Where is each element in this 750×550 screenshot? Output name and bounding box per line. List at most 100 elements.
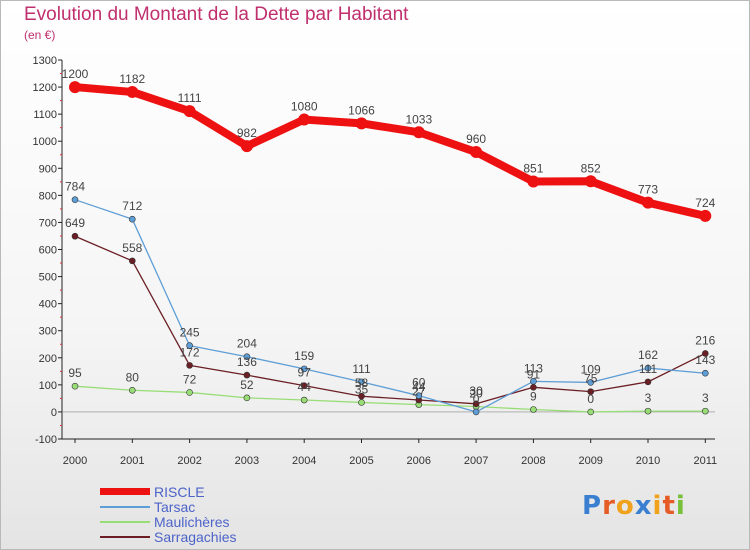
data-point: [699, 209, 712, 222]
data-label: 95: [68, 366, 82, 380]
data-label: 60: [412, 376, 426, 390]
y-tick-label: 300: [39, 326, 57, 338]
y-tick-label: 500: [39, 272, 57, 284]
data-point: [530, 378, 537, 385]
legend-item-tarsac: Tarsac: [100, 499, 237, 515]
data-point: [243, 394, 251, 402]
proxiti-logo: Proxiti: [582, 491, 686, 521]
data-point: [71, 196, 79, 203]
data-point: [186, 389, 193, 396]
data-label: 204: [237, 337, 257, 351]
legend-swatch: [100, 520, 150, 523]
data-label: 773: [638, 183, 658, 197]
logo-letter: x: [634, 491, 653, 521]
data-point: [644, 378, 652, 386]
data-label: 35: [355, 382, 369, 396]
data-label: 20: [469, 387, 483, 401]
data-point: [186, 362, 193, 369]
x-tick-label: 2004: [292, 455, 316, 467]
data-label: 0: [473, 392, 480, 406]
data-label: 1080: [291, 100, 318, 114]
data-point: [701, 350, 709, 357]
y-tick-label: 400: [39, 299, 57, 311]
x-tick-label: 2009: [578, 455, 602, 467]
data-point: [358, 399, 365, 406]
data-label: 712: [122, 199, 142, 213]
data-point: [530, 406, 537, 413]
data-label: 558: [122, 241, 142, 255]
data-point: [240, 140, 253, 153]
data-label: 851: [523, 162, 543, 176]
y-tick-label: 600: [39, 245, 57, 257]
data-label: 111: [639, 362, 658, 376]
data-label: 136: [237, 355, 257, 369]
data-point: [71, 232, 79, 240]
legend-label: Maulichères: [154, 513, 230, 530]
x-tick-label: 2000: [63, 455, 87, 467]
logo-letter: i: [675, 491, 686, 521]
data-point: [472, 400, 480, 408]
data-label: 159: [294, 349, 314, 363]
legend-swatch: [100, 505, 150, 508]
x-tick-label: 2007: [464, 455, 488, 467]
data-point: [355, 117, 368, 130]
data-point: [298, 113, 311, 126]
data-point: [243, 353, 251, 361]
legend-item-maulicheres: Maulichères: [100, 513, 237, 530]
data-point: [644, 407, 652, 415]
data-point: [186, 342, 193, 349]
data-point: [642, 196, 654, 209]
data-label: 113: [524, 361, 543, 375]
data-label: 80: [126, 370, 140, 384]
data-point: [183, 105, 196, 118]
x-tick-label: 2002: [177, 455, 201, 467]
data-label: 75: [584, 372, 598, 386]
data-point: [470, 146, 483, 159]
legend-item-riscle: RISCLE: [100, 483, 237, 500]
data-point: [644, 364, 652, 372]
legend-swatch: [100, 488, 150, 495]
data-label: 245: [180, 326, 200, 340]
data-label: 143: [695, 353, 715, 367]
y-tick-label: 1200: [33, 82, 57, 94]
data-point: [358, 378, 365, 386]
chart-subtitle: (en €): [24, 28, 56, 42]
data-point: [527, 175, 540, 188]
legend: RISCLE Tarsac Maulichères Sarragachies: [100, 483, 237, 545]
series-line-tarsac: [74, 199, 706, 413]
data-point: [300, 396, 308, 404]
data-point: [701, 407, 709, 415]
data-point: [701, 369, 709, 377]
data-label: 58: [355, 376, 369, 390]
data-label: 172: [180, 345, 200, 359]
logo-letter: r: [602, 491, 616, 521]
data-label: 72: [183, 372, 197, 386]
y-tick-label: 1100: [33, 109, 57, 121]
data-label: 982: [237, 126, 257, 140]
data-label: 111: [352, 362, 371, 376]
data-label: 1066: [348, 103, 375, 117]
y-tick-label: 1300: [33, 55, 57, 67]
series-line-sarragachies: [74, 235, 706, 405]
data-point: [243, 371, 251, 379]
y-tick-label: 200: [39, 353, 57, 365]
x-tick-label: 2001: [120, 455, 144, 467]
data-label: 216: [695, 333, 715, 347]
data-point: [587, 408, 595, 416]
data-point: [129, 215, 136, 223]
data-label: 3: [702, 391, 709, 405]
data-point: [71, 382, 79, 390]
legend-item-sarragachies: Sarragachies: [100, 529, 237, 545]
y-tick-label: -100: [35, 434, 57, 446]
y-tick-label: 0: [51, 407, 57, 419]
legend-label: RISCLE: [154, 483, 205, 500]
data-point: [587, 379, 595, 386]
y-tick-label: 700: [39, 217, 57, 229]
legend-swatch: [100, 535, 150, 538]
x-tick-label: 2011: [693, 455, 717, 467]
series-line-maulichères: [74, 385, 706, 413]
data-label: 784: [65, 180, 85, 194]
data-point: [300, 365, 308, 373]
x-tick-label: 2006: [407, 455, 431, 467]
data-label: 3: [645, 391, 652, 405]
